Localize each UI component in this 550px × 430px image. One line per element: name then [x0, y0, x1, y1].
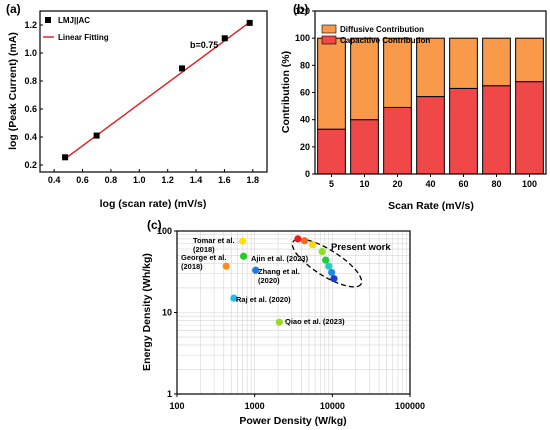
panel-b: (b) 5 10 20 40 60 80 100 0 20 40 60 80 100 120 Diffu… — [280, 2, 547, 212]
bar-diffusive — [317, 37, 346, 130]
bar-capacitive — [449, 87, 478, 175]
bar-capacitive — [482, 85, 511, 175]
x-tick-label: 0.6 — [76, 175, 89, 185]
y-tick-label: 0.6 — [24, 104, 37, 114]
present-work-point — [325, 262, 333, 270]
y-tick-label: 40 — [300, 115, 310, 125]
y-tick-label: 0.2 — [24, 160, 37, 170]
bar-capacitive — [515, 81, 544, 175]
x-tick-label: 1.4 — [190, 175, 203, 185]
literature-point — [222, 262, 230, 270]
y-tick-label: 10 — [162, 308, 172, 318]
literature-point-label: George et al. (2018) — [181, 253, 226, 271]
y-tick-label: 100 — [157, 226, 172, 236]
x-tick-label: 1.8 — [247, 175, 260, 185]
bar-capacitive — [383, 106, 412, 175]
present-work-point — [301, 237, 309, 245]
panel-b-xlabel: Scan Rate (mV/s) — [388, 200, 474, 212]
x-tick-label: 10 — [359, 179, 369, 189]
panel-a: (a) 0.4 0.6 0.8 1.0 1.2 1.4 1.6 1.8 0.2 0.4 0.6 0.… — [6, 2, 268, 210]
present-work-point — [328, 268, 336, 277]
literature-point — [239, 252, 248, 260]
literature-point — [275, 318, 283, 326]
data-point — [221, 35, 228, 42]
panel-a-annotation: b=0.75 — [190, 40, 218, 50]
x-tick-label: 5 — [329, 179, 334, 189]
bar-diffusive — [482, 37, 511, 87]
bar-capacitive — [317, 128, 346, 175]
panel-a-ylabel: log (Peak Current) (mA) — [7, 32, 19, 150]
x-tick-label: 10000 — [320, 401, 345, 411]
x-tick-label: 1.0 — [133, 175, 146, 185]
bar-capacitive — [350, 119, 379, 175]
panel-b-ylabel: Contribution (%) — [280, 51, 292, 133]
present-work-point — [318, 247, 326, 256]
y-tick-label: 80 — [300, 60, 310, 70]
x-tick-label: 20 — [392, 179, 402, 189]
x-tick-label: 100 — [522, 179, 537, 189]
panel-c-ylabel: Energy Density (Wh/kg) — [141, 253, 153, 371]
literature-point-label: Ajin et al. (2023) — [251, 254, 309, 263]
x-tick-label: 60 — [458, 179, 468, 189]
literature-point — [252, 266, 260, 274]
x-tick-label: 0.4 — [48, 175, 61, 185]
panel-a-frame — [39, 10, 268, 173]
panel-c: (c) 100 1000 10000 100000 1 10 100 Tomar et a… — [141, 218, 425, 427]
y-tick-label: 60 — [300, 88, 310, 98]
present-work-point — [294, 235, 302, 243]
x-tick-label: 1.2 — [161, 175, 174, 185]
y-tick-label: 20 — [300, 142, 310, 152]
literature-point-label: Qiao et al. (2023) — [285, 317, 345, 326]
legend-label-diffusive: Diffusive Contribution — [340, 25, 424, 34]
present-work-point — [330, 275, 338, 283]
y-tick-label: 0 — [305, 169, 310, 179]
present-work-point — [309, 241, 317, 249]
literature-point — [239, 237, 247, 245]
x-tick-label: 0.8 — [105, 175, 118, 185]
panel-a-fit-line — [64, 21, 251, 160]
data-point — [179, 65, 186, 72]
x-tick-label: 1000 — [245, 401, 265, 411]
legend-label-lmj: LMJ||AC — [58, 16, 90, 25]
present-work-point — [322, 256, 330, 264]
present-work-label: Present work — [331, 242, 391, 253]
bar-capacitive — [416, 96, 445, 175]
literature-point-label: Zhang et al. (2020) — [258, 267, 300, 285]
literature-point-label: Tomar et al. (2018) — [193, 236, 235, 254]
y-tick-label: 1.2 — [24, 20, 37, 30]
data-point — [62, 154, 69, 161]
literature-point-label: Raj et al. (2020) — [236, 295, 291, 304]
x-tick-label: 40 — [425, 179, 435, 189]
panel-c-label: (c) — [147, 218, 162, 232]
y-tick-label: 1 — [167, 389, 172, 399]
bar-diffusive — [515, 37, 544, 83]
x-tick-label: 100000 — [395, 401, 425, 411]
x-tick-label: 100 — [169, 401, 184, 411]
panel-a-label: (a) — [6, 2, 21, 16]
y-tick-label: 0.8 — [24, 76, 37, 86]
legend-swatch-diffusive — [321, 24, 337, 34]
bar-diffusive — [449, 37, 478, 89]
data-point — [93, 132, 100, 139]
y-tick-label: 0.4 — [24, 132, 37, 142]
legend-swatch-capacitive — [321, 35, 337, 45]
x-tick-label: 80 — [491, 179, 501, 189]
panel-c-xlabel: Power Density (W/kg) — [239, 415, 346, 427]
y-tick-label: 100 — [295, 33, 310, 43]
legend-label-fit: Linear Fitting — [58, 33, 109, 42]
legend-marker-lmj — [45, 17, 51, 23]
bar-diffusive — [416, 37, 445, 98]
bar-diffusive — [383, 37, 412, 108]
present-work-ellipse — [291, 238, 363, 288]
data-point — [246, 19, 253, 26]
literature-point — [230, 294, 238, 302]
x-tick-label: 1.6 — [218, 175, 231, 185]
panel-b-label: (b) — [293, 2, 308, 16]
y-tick-label: 1.0 — [24, 48, 37, 58]
legend-label-capacitive: Capacitive Contribution — [340, 36, 430, 45]
y-tick-label: 120 — [295, 6, 310, 16]
bar-diffusive — [350, 37, 379, 121]
panel-a-xlabel: log (scan rate) (mV/s) — [100, 198, 207, 210]
